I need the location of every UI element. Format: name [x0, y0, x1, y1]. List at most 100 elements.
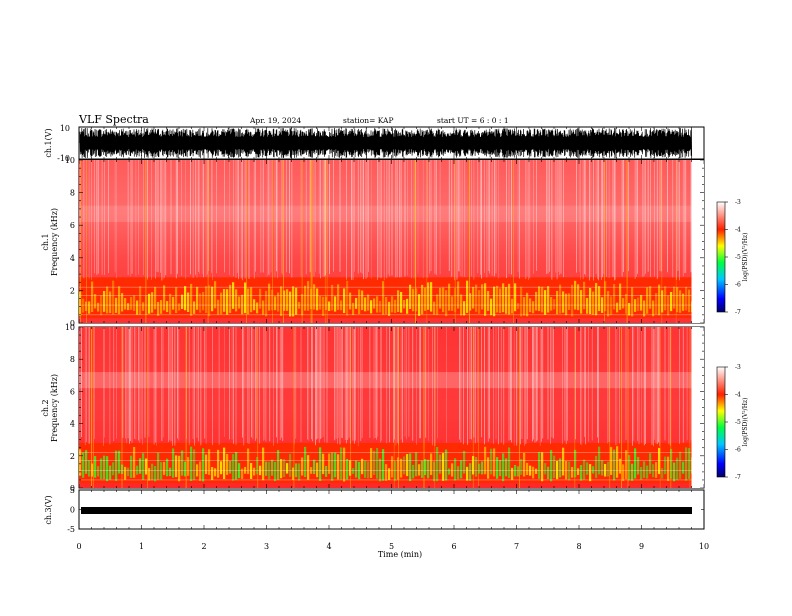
spectrogram-energy-cell [301, 457, 304, 476]
spectrogram-energy-cell [442, 287, 445, 313]
spectrogram-energy-cell [187, 457, 190, 476]
colorbar-tick-label: -7 [735, 309, 741, 316]
spectrogram-energy-cell [469, 293, 472, 311]
spectrogram-energy-cell [109, 465, 112, 480]
spectrogram-energy-cell [190, 446, 193, 482]
spectrogram-energy-cell [391, 456, 394, 478]
spectrogram-energy-cell [331, 284, 334, 311]
spectrogram-energy-cell [457, 466, 460, 480]
spectrogram-energy-cell [688, 448, 691, 479]
spectrogram-energy-cell [418, 464, 421, 476]
freq-tick-label: 6 [70, 221, 75, 230]
spectrogram-energy-cell [178, 303, 181, 311]
spectrogram-energy-cell [205, 454, 208, 475]
spectrogram-energy-cell [586, 462, 589, 475]
spectrogram-energy-cell [652, 300, 655, 317]
spectrogram-energy-cell [280, 286, 283, 316]
spectrogram-energy-cell [520, 458, 523, 475]
spectrogram-energy-cell [262, 447, 265, 481]
ch3-waveform-panel: 50-5 ch.3(V) [44, 486, 705, 534]
spectrogram-energy-cell [589, 287, 592, 315]
ch3-ticks: 50-5 [67, 486, 704, 534]
spectrogram-energy-cell [100, 295, 103, 316]
spectrogram-energy-cell [517, 466, 520, 477]
spectrogram-energy-cell [274, 296, 277, 311]
spectrogram-energy-cell [400, 458, 403, 478]
spectrogram-energy-cell [421, 460, 424, 478]
spectrogram-energy-cell [124, 297, 127, 310]
spectrogram-energy-cell [220, 292, 223, 315]
spectrogram-energy-cell [493, 286, 496, 317]
spectrogram-energy-cell [166, 458, 169, 477]
spectrogram-energy-cell [385, 464, 388, 481]
spectrogram-energy-cell [406, 298, 409, 314]
spectrogram-energy-cell [193, 449, 196, 481]
spectrogram-energy-cell [169, 467, 172, 476]
spectrogram-energy-cell [112, 462, 115, 476]
spectrogram-energy-cell [688, 289, 691, 313]
spectrogram-energy-cell [358, 289, 361, 315]
ch1-freq-ticks: 0 2 4 6 8 10 [65, 156, 704, 328]
spectrogram-energy-cell [559, 284, 562, 314]
spectrogram-energy-cell [220, 461, 223, 475]
spectrogram-energy-cell [355, 297, 358, 309]
spectrogram-energy-cell [589, 464, 592, 482]
spectrogram-energy-cell [445, 449, 448, 481]
spectrogram-energy-cell [685, 447, 688, 481]
spectrogram-energy-cell [658, 284, 661, 316]
time-tick-label: 8 [576, 542, 581, 551]
spectrogram-energy-cell [82, 298, 85, 313]
spectrogram-energy-cell [337, 284, 340, 310]
spectrogram-energy-cell [535, 291, 538, 311]
spectrogram-energy-cell [397, 290, 400, 312]
freq-tick-label: 4 [70, 254, 75, 263]
spectrogram-energy-cell [322, 296, 325, 316]
spectrogram-energy-cell [622, 298, 625, 309]
spectrogram-energy-cell [430, 453, 433, 475]
spectrogram-energy-cell [562, 447, 565, 476]
spectrogram-energy-cell [229, 460, 232, 474]
spectrogram-energy-cell [292, 286, 295, 317]
spectrogram-energy-cell [211, 286, 214, 312]
spectrogram-energy-cell [106, 456, 109, 482]
spectrogram-energy-cell [316, 462, 319, 478]
ch1-colorbar-label: log(PSD)(V²/Hz) [742, 233, 749, 282]
spectrogram-energy-cell [541, 452, 544, 482]
spectrogram-energy-cell [466, 280, 469, 313]
spectrogram-energy-cell [226, 289, 229, 315]
spectrogram-energy-cell [511, 298, 514, 314]
spectrogram-energy-cell [382, 449, 385, 481]
spectrogram-energy-cell [274, 461, 277, 482]
figure-title: VLF Spectra [78, 113, 149, 126]
spectrogram-energy-cell [601, 460, 604, 476]
ch1-waveform-ylabel: ch.1(V) [44, 128, 53, 157]
spectrogram-energy-cell [124, 466, 127, 480]
freq-tick-label: 8 [70, 189, 75, 198]
spectrogram-energy-cell [487, 290, 490, 311]
spectrogram-energy-cell [655, 462, 658, 478]
time-tick-label: 3 [264, 542, 269, 551]
spectrogram-energy-cell [199, 461, 202, 481]
ch2-spectrogram-ylabel-freq: Frequency (kHz) [50, 374, 59, 442]
spectrogram-energy-cell [442, 453, 445, 481]
spectrogram-energy-cell [454, 458, 457, 481]
spectrogram-energy-cell [304, 446, 307, 477]
spectrogram-energy-cell [490, 298, 493, 316]
spectrogram-energy-cell [673, 286, 676, 309]
spectrogram-energy-cell [82, 452, 85, 478]
spectrogram-energy-cell [526, 292, 529, 317]
spectrogram-energy-cell [379, 458, 382, 482]
spectrogram-energy-cell [328, 453, 331, 474]
spectrogram-energy-cell [562, 291, 565, 313]
spectrogram-energy-cell [349, 460, 352, 476]
spectrogram-energy-cell [469, 463, 472, 481]
spectrogram-energy-cell [610, 447, 613, 475]
spectrogram-energy-cell [595, 283, 598, 316]
spectrogram-energy-cell [406, 454, 409, 477]
spectrogram-energy-cell [409, 284, 412, 310]
spectrogram-energy-cell [334, 452, 337, 478]
ch3-tick-label: 0 [70, 506, 75, 515]
spectrogram-energy-cell [154, 465, 157, 482]
spectrogram-energy-cell [319, 447, 322, 481]
spectrogram-energy-cell [283, 290, 286, 311]
